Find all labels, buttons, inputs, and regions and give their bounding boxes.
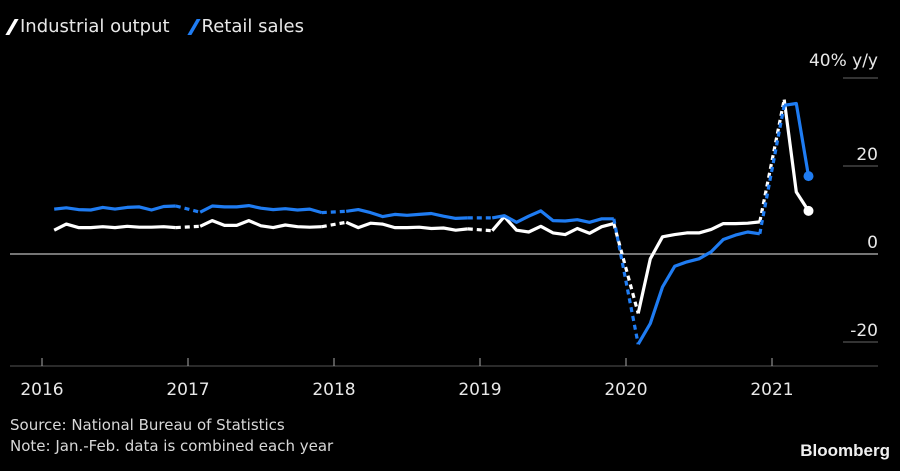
series-0-segment-0 (53, 222, 176, 232)
source-note: Source: National Bureau of Statistics (10, 416, 285, 434)
legend: Industrial output Retail sales (5, 16, 304, 37)
data-note: Note: Jan.-Feb. data is combined each ye… (10, 437, 334, 455)
legend-label-retail-sales: Retail sales (201, 16, 304, 37)
x-tick-label-2018: 2018 (312, 380, 355, 400)
x-tick-label-2016: 2016 (20, 380, 63, 400)
x-tick-label-2020: 2020 (604, 380, 647, 400)
y-axis-unit-label: 40% y/y (809, 51, 878, 71)
series-0-segment-6 (490, 215, 615, 237)
x-tick-label-2021: 2021 (750, 380, 793, 400)
series-0-segment-5 (467, 227, 493, 233)
series-1-segment-3 (321, 209, 347, 215)
series-1-segment-0 (54, 204, 176, 212)
series-1-segment-7 (612, 218, 640, 345)
series-0-segment-7 (612, 223, 640, 314)
series-1-end-point (803, 171, 814, 182)
series-0-segment-8 (636, 220, 760, 314)
y-axis: 20 0 -20 (850, 145, 878, 341)
series-1-segment-9 (758, 105, 786, 235)
series-0-end-point (803, 205, 814, 216)
y-tick-label-0: 0 (867, 233, 878, 253)
series-0-segment-1 (175, 224, 201, 230)
series-1-segment-2 (199, 204, 323, 215)
bloomberg-logo: Bloomberg (800, 441, 890, 460)
legend-item-retail-sales: Retail sales (186, 16, 304, 37)
chart-footer: Source: National Bureau of Statistics No… (10, 415, 333, 457)
series-1-segment-10 (783, 101, 811, 177)
series-1-segment-1 (175, 204, 201, 214)
series-1-segment-8 (636, 230, 761, 346)
y-tick-label--20: -20 (850, 321, 878, 341)
series-0-segment-10 (782, 99, 810, 212)
x-tick-label-2019: 2019 (458, 380, 501, 400)
legend-item-industrial-output: Industrial output (5, 16, 170, 37)
series-0-segment-3 (321, 220, 347, 229)
y-tick-label-20: 20 (856, 145, 878, 165)
series-0-segment-4 (345, 220, 468, 232)
series-1-segment-6 (491, 209, 614, 224)
series-lines (53, 99, 814, 346)
x-axis: 2016 2017 2018 2019 2020 2021 (10, 358, 878, 400)
x-tick-label-2017: 2017 (166, 380, 209, 400)
series-1-segment-4 (345, 208, 468, 220)
gridlines (10, 77, 878, 343)
legend-label-industrial-output: Industrial output (20, 16, 170, 37)
series-0-segment-2 (199, 219, 322, 230)
series-0-segment-9 (758, 99, 786, 223)
